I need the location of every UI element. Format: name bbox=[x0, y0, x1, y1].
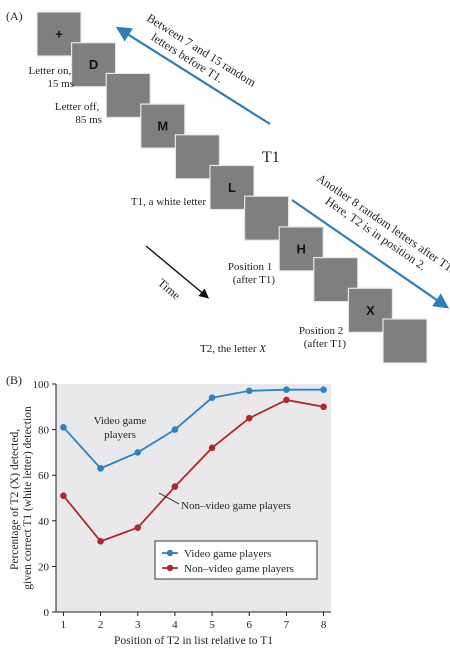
letter-card-face bbox=[382, 318, 428, 364]
data-point-1 bbox=[134, 524, 142, 531]
letter-on-label: Letter on, 15 ms bbox=[28, 65, 74, 90]
data-point-0 bbox=[60, 424, 67, 431]
card-letter: D bbox=[89, 57, 98, 72]
x-tick-label: 5 bbox=[209, 619, 215, 631]
legend-box bbox=[154, 540, 318, 580]
x-tick-label: 3 bbox=[135, 619, 141, 631]
card-letter: + bbox=[55, 27, 63, 42]
letter-card-face bbox=[36, 11, 82, 57]
card-letter: M bbox=[157, 119, 168, 134]
data-point-0 bbox=[134, 449, 142, 456]
series-line-0 bbox=[62, 388, 324, 470]
annotations: Video game players Non–video game players bbox=[94, 415, 291, 512]
letter-off-label: Letter off, 85 ms bbox=[55, 101, 102, 126]
card-letter: X bbox=[366, 303, 375, 318]
letter-cards: + D M L H X bbox=[36, 11, 428, 364]
post-t1-arrow bbox=[291, 199, 450, 309]
t1-heading: T1 bbox=[262, 149, 280, 166]
y-tick-label: 60 bbox=[38, 470, 50, 482]
panel-b-label: (B) bbox=[6, 373, 22, 387]
card-letter: H bbox=[297, 241, 306, 256]
card-letter: L bbox=[228, 180, 236, 195]
panel-a-label: (A) bbox=[6, 9, 23, 23]
data-point-1 bbox=[283, 396, 290, 404]
position-2-label: Position 2 (after T1) bbox=[299, 325, 346, 350]
y-tick-label: 80 bbox=[38, 425, 50, 437]
data-point-0 bbox=[171, 426, 179, 433]
data-point-1 bbox=[97, 538, 104, 545]
data-point-1 bbox=[60, 492, 67, 500]
x-tick-label: 7 bbox=[284, 619, 290, 631]
legend-swatch-dot bbox=[166, 564, 174, 572]
position-1-label: Position 1 (after T1) bbox=[228, 261, 275, 286]
annotation-video-game: Video game players bbox=[94, 415, 147, 441]
series-points bbox=[60, 386, 327, 545]
letter-card: D bbox=[70, 42, 117, 88]
data-point-1 bbox=[171, 483, 179, 490]
time-label: Time bbox=[155, 276, 183, 303]
legend-entry: Video game players bbox=[184, 548, 271, 560]
y-tick-label: 100 bbox=[33, 379, 50, 391]
legend-swatch-dot bbox=[166, 549, 174, 557]
annotation-leader bbox=[158, 492, 180, 505]
data-point-0 bbox=[208, 394, 216, 401]
series-line-1 bbox=[62, 399, 324, 543]
letter-card bbox=[382, 318, 428, 364]
series-lines bbox=[62, 388, 324, 543]
data-point-1 bbox=[320, 403, 327, 411]
time-arrow bbox=[145, 245, 210, 299]
letter-card: + bbox=[36, 11, 82, 57]
y-tick-label: 0 bbox=[44, 607, 50, 619]
x-tick-label: 8 bbox=[321, 619, 327, 631]
x-tick-label: 2 bbox=[98, 619, 104, 631]
data-point-1 bbox=[208, 444, 216, 452]
x-tick-label: 4 bbox=[172, 619, 178, 631]
y-axis-label: Percentage of T2 (X) detected, given cor… bbox=[9, 406, 34, 590]
y-tick-label: 40 bbox=[38, 516, 50, 528]
data-point-0 bbox=[283, 386, 290, 394]
data-point-0 bbox=[245, 387, 253, 395]
t1-caption: T1, a white letter bbox=[131, 196, 206, 208]
legend: Video game players Non–video game players bbox=[154, 540, 318, 580]
axes bbox=[52, 383, 331, 616]
annotation-non-video-game: Non–video game players bbox=[181, 500, 291, 512]
x-tick-label: 1 bbox=[61, 619, 67, 631]
y-tick-label: 20 bbox=[38, 561, 50, 573]
pre-t1-arrow-text: Between 7 and 15 random letters before T… bbox=[137, 11, 261, 103]
data-point-0 bbox=[97, 465, 104, 472]
t2-caption: T2, the letter X bbox=[200, 343, 267, 355]
x-tick-label: 6 bbox=[246, 619, 252, 631]
legend-entry: Non–video game players bbox=[184, 563, 294, 575]
pre-t1-arrow bbox=[115, 26, 271, 125]
data-point-1 bbox=[245, 414, 253, 422]
tick-labels: 0 20 40 60 80 100 1 2 3 4 5 6 7 8 bbox=[33, 379, 327, 631]
x-axis-label: Position of T2 in list relative to T1 bbox=[114, 635, 273, 647]
line-chart: 0 20 40 60 80 100 1 2 3 4 5 6 7 8 Video game players No… bbox=[9, 379, 331, 647]
data-point-0 bbox=[320, 386, 327, 394]
